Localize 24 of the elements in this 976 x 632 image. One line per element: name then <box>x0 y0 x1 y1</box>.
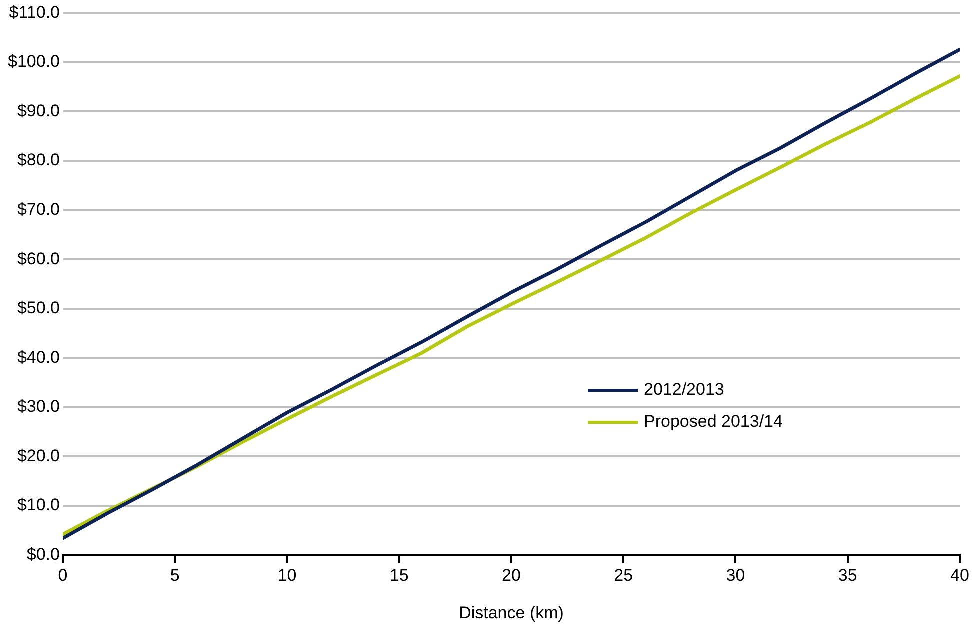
x-tick-label: 30 <box>726 566 746 586</box>
y-tick-label: $60.0 <box>17 249 60 268</box>
x-tick-label: 25 <box>614 566 634 586</box>
x-tick-label: 15 <box>390 566 409 586</box>
y-tick-label: $30.0 <box>17 397 60 416</box>
y-tick-label: $100.0 <box>8 52 60 72</box>
legend-label: Proposed 2013/14 <box>644 412 783 432</box>
y-tick-label: $10.0 <box>17 496 60 515</box>
y-tick-label: $110.0 <box>9 2 60 22</box>
x-tick-label: 5 <box>170 566 180 586</box>
y-tick-label: $90.0 <box>17 101 60 120</box>
legend-label: 2012/2013 <box>644 380 724 400</box>
x-tick-label: 0 <box>58 566 68 586</box>
x-axis-title: Distance (km) <box>459 603 564 622</box>
y-tick-label: $40.0 <box>17 348 60 367</box>
x-tick-label: 35 <box>838 566 858 586</box>
x-tick-label: 40 <box>950 566 970 586</box>
x-tick-label: 20 <box>502 566 521 586</box>
x-tick-label: 10 <box>278 566 297 586</box>
y-tick-label: $20.0 <box>17 446 60 466</box>
y-tick-label: $0.0 <box>26 544 60 564</box>
y-tick-label: $80.0 <box>17 150 60 170</box>
y-tick-label: $50.0 <box>17 298 60 318</box>
y-tick-label: $70.0 <box>17 200 60 219</box>
